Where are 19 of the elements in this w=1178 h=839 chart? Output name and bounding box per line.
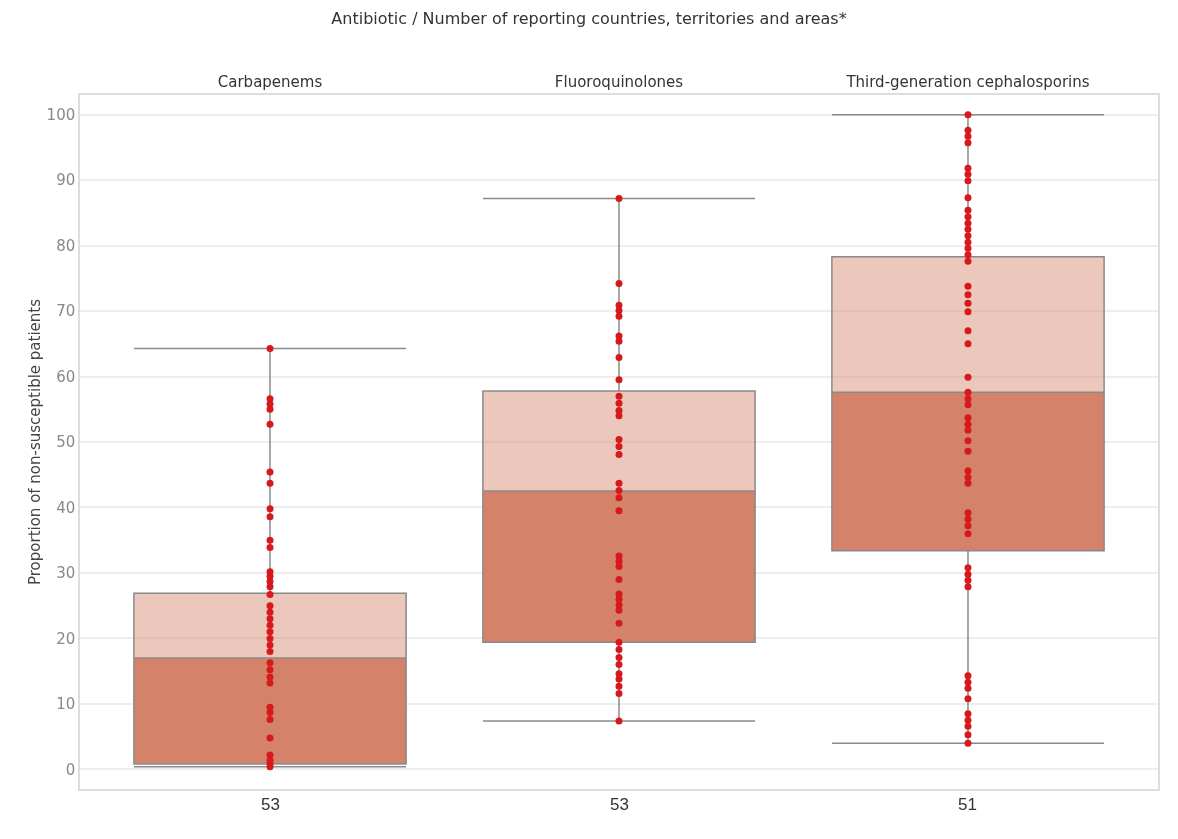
y-tick-label: 30 xyxy=(56,564,76,583)
y-tick-label: 60 xyxy=(56,367,76,386)
y-tick-label: 10 xyxy=(56,695,76,714)
x-tick-label: Third-generation cephalosporins xyxy=(845,73,1090,92)
text: 53 xyxy=(610,795,629,814)
y-tick-label: 20 xyxy=(56,629,76,648)
y-tick-label: 80 xyxy=(56,236,76,255)
y-tick-label: 40 xyxy=(56,498,76,517)
x-tick-label: Fluoroquinolones xyxy=(554,73,684,92)
y-tick-label: 100 xyxy=(46,105,76,124)
y-tick-label: 50 xyxy=(56,433,76,452)
text: 53 xyxy=(261,795,280,814)
y-tick-label: 0 xyxy=(65,760,76,779)
y-tick-label: 70 xyxy=(56,302,76,321)
chart-title: Antibiotic / Number of reporting countries, territories and areas* xyxy=(331,8,847,28)
x-tick-label: Carbapenems xyxy=(217,73,323,92)
y-tick-label: 90 xyxy=(56,171,76,190)
text: 51 xyxy=(958,795,977,814)
y-axis-title: Proportion of non-susceptible patients xyxy=(25,298,44,586)
